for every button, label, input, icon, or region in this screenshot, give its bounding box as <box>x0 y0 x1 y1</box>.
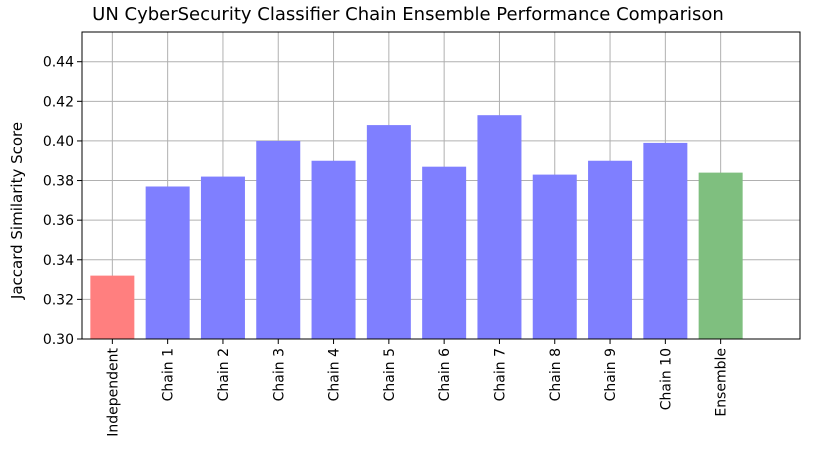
x-tick-label: Chain 10 <box>658 348 674 410</box>
x-tick-label: Chain 5 <box>382 348 398 401</box>
bar <box>588 160 633 339</box>
bar <box>145 186 190 339</box>
bar <box>311 160 356 339</box>
bar <box>532 174 577 339</box>
bar <box>366 125 411 339</box>
x-tick-label: Chain 8 <box>548 348 564 401</box>
bar <box>698 172 743 339</box>
y-axis-label: Jaccard Similarity Score <box>8 122 26 300</box>
bar <box>477 115 522 339</box>
y-tick-label: 0.38 <box>43 174 74 190</box>
x-tick-label: Ensemble <box>714 348 730 417</box>
y-tick-label: 0.42 <box>43 94 74 110</box>
bar <box>200 176 245 339</box>
chart-title: UN CyberSecurity Classifier Chain Ensemb… <box>92 4 724 25</box>
x-tick-label: Chain 6 <box>437 348 453 401</box>
x-tick-label: Chain 2 <box>216 348 232 401</box>
bar <box>422 166 467 339</box>
y-tick-label: 0.36 <box>43 213 74 229</box>
x-tick-label: Chain 7 <box>492 348 508 401</box>
y-tick-label: 0.40 <box>43 134 74 150</box>
x-axis-ticks: Independent Chain 1 Chain 2 Chain 3 Chain 4 C… <box>105 339 730 437</box>
y-tick-label: 0.34 <box>43 253 74 269</box>
x-tick-label: Chain 4 <box>327 348 343 401</box>
x-tick-label: Chain 9 <box>603 348 619 401</box>
x-tick-label: Chain 3 <box>271 348 287 401</box>
y-tick-label: 0.44 <box>43 55 74 71</box>
x-tick-label: Independent <box>105 348 121 437</box>
y-tick-label: 0.30 <box>43 332 74 348</box>
bar <box>643 142 688 339</box>
y-tick-label: 0.32 <box>43 292 74 308</box>
bars <box>90 115 743 339</box>
bar <box>90 275 135 339</box>
bar <box>256 140 301 339</box>
x-tick-label: Chain 1 <box>161 348 177 401</box>
plot-frame <box>81 31 801 340</box>
y-axis-ticks: 0.30 0.32 0.34 0.36 0.38 0.40 0.42 0.44 <box>43 55 82 348</box>
